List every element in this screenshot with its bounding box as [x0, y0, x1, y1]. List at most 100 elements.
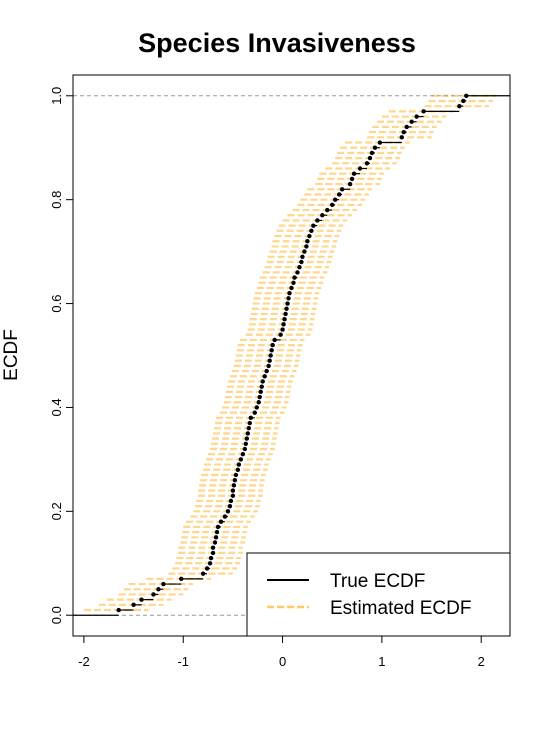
ecdf-point: [258, 389, 263, 395]
ecdf-point: [369, 150, 375, 156]
ecdf-point: [287, 290, 292, 296]
ecdf-point: [372, 145, 378, 150]
ecdf-point: [302, 249, 307, 254]
ecdf-point: [245, 431, 250, 436]
ecdf-point: [262, 374, 267, 379]
y-tick-label: 0.8: [49, 191, 64, 209]
ecdf-point: [295, 270, 300, 275]
ecdf-point: [210, 550, 216, 556]
y-tick-label: 0.6: [49, 295, 64, 313]
ecdf-point: [377, 140, 383, 145]
ecdf-point: [230, 488, 236, 493]
ecdf-point: [116, 607, 121, 613]
ecdf-point: [252, 410, 257, 415]
ecdf-point: [282, 316, 287, 322]
ecdf-point: [347, 181, 353, 187]
ecdf-point: [281, 322, 286, 327]
x-tick-label: 2: [478, 654, 485, 669]
ecdf-point: [259, 384, 264, 389]
y-tick-label: 0.4: [49, 398, 64, 416]
ecdf-point: [208, 555, 214, 561]
ecdf-point: [309, 228, 314, 234]
ecdf-point: [320, 213, 325, 218]
ecdf-point: [278, 332, 283, 337]
ecdf-point: [311, 223, 316, 228]
ecdf-point: [325, 207, 330, 213]
ecdf-point: [248, 415, 253, 421]
ecdf-point: [225, 509, 231, 514]
ecdf-point: [289, 285, 294, 291]
legend-label: Estimated ECDF: [330, 598, 471, 619]
ecdf-point: [336, 192, 342, 197]
ecdf-point: [213, 535, 219, 540]
ecdf-point: [270, 342, 275, 348]
ecdf-point: [243, 441, 249, 447]
ecdf-point: [256, 400, 261, 405]
ecdf-point: [156, 587, 161, 592]
ecdf-point: [286, 296, 291, 301]
ecdf-point: [291, 280, 296, 285]
y-tick-label: 1.0: [49, 87, 64, 105]
ecdf-point: [236, 462, 242, 467]
ecdf-point: [179, 576, 184, 582]
ecdf-point: [214, 529, 220, 535]
ecdf-point: [200, 571, 206, 576]
ecdf-point: [207, 561, 213, 566]
ecdf-point: [269, 348, 274, 353]
ecdf-point: [254, 405, 259, 410]
ecdf-point: [218, 519, 224, 524]
x-tick-label: 0: [279, 654, 286, 669]
x-tick-label: -2: [78, 654, 90, 669]
chart-title: Species Invasiveness: [138, 28, 416, 58]
ecdf-point: [299, 259, 304, 265]
ecdf-point: [222, 514, 228, 519]
y-tick-label: 0.0: [49, 606, 64, 624]
ecdf-point: [230, 493, 236, 498]
ecdf-point: [161, 581, 166, 587]
ecdf-point: [266, 363, 271, 369]
ecdf-point: [267, 358, 272, 363]
ecdf-point: [231, 483, 237, 488]
y-axis-label: ECDF: [1, 329, 22, 381]
ecdf-point: [364, 161, 370, 166]
ecdf-point: [285, 301, 290, 306]
ecdf-point: [283, 311, 288, 317]
ecdf-point: [280, 327, 285, 332]
ecdf-point: [399, 135, 404, 140]
x-tick-label: -1: [177, 654, 189, 669]
ecdf-point: [464, 93, 469, 98]
ecdf-point: [367, 155, 373, 161]
ecdf-point: [204, 566, 210, 571]
ecdf-point: [233, 472, 239, 478]
ecdf-point: [257, 394, 262, 400]
ecdf-point: [268, 353, 273, 358]
ecdf-point: [300, 254, 305, 260]
ecdf-point: [305, 239, 310, 244]
ecdf-point: [401, 129, 406, 135]
ecdf-point: [139, 597, 144, 602]
plot-area: [73, 93, 510, 616]
ecdf-point: [315, 218, 320, 223]
ecdf-point: [264, 368, 269, 374]
legend-box: [246, 552, 511, 637]
ecdf-point: [227, 503, 233, 509]
ecdf-point: [215, 524, 221, 530]
ecdf-point: [284, 306, 289, 311]
ecdf-point: [272, 337, 277, 343]
y-tick-label: 0.2: [49, 502, 64, 520]
ecdf-point: [330, 202, 335, 208]
ecdf-point: [339, 187, 345, 192]
ecdf-point: [244, 436, 250, 441]
ecdf-point: [414, 114, 419, 119]
ecdf-point: [333, 197, 338, 202]
ecdf-point: [260, 379, 265, 384]
ecdf-point: [421, 109, 426, 114]
ecdf-point: [238, 457, 244, 462]
ecdf-point: [351, 171, 357, 176]
ecdf-point: [228, 498, 234, 504]
ecdf-point: [357, 166, 363, 171]
ecdf-point: [235, 467, 241, 472]
x-tick-label: 1: [378, 654, 385, 669]
ecdf-point: [246, 426, 251, 431]
